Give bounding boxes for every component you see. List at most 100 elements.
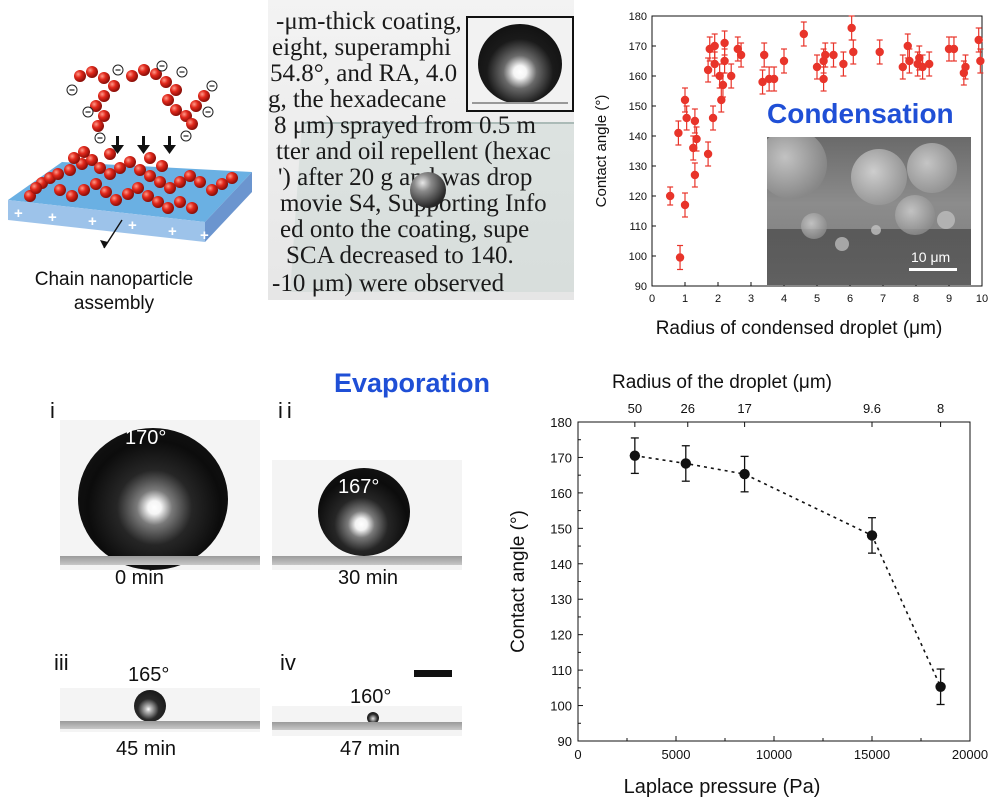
y-tick-label: 100 [550, 699, 572, 714]
top-tick-label: 50 [628, 401, 642, 416]
data-point [961, 62, 970, 72]
data-point [866, 530, 878, 541]
condensation-title: Condensation [767, 98, 954, 129]
panel-label-ii: ii [278, 398, 296, 423]
x-tick-label: 1 [682, 293, 688, 305]
text-line-10: SCA decreased to 140. [286, 242, 514, 269]
data-point [925, 59, 934, 69]
top-axis-title: Radius of the droplet (μm) [612, 372, 832, 393]
angle-label-iii: 165° [128, 664, 170, 686]
time-label-ii: 30 min [338, 567, 399, 589]
x-tick-label: 10000 [756, 747, 792, 762]
data-point [720, 56, 729, 66]
droplet-inset [466, 16, 574, 112]
data-point [710, 41, 719, 51]
y-tick-label: 110 [551, 663, 572, 678]
evaporation-title: Evaporation [334, 368, 491, 398]
data-point [689, 143, 698, 153]
text-line-5: 8 μm) sprayed from 0.5 m [274, 112, 536, 139]
data-point [849, 47, 858, 57]
y-tick-label: 150 [629, 101, 647, 113]
data-point [769, 74, 779, 84]
assembly-schematic: + + + + + + [0, 50, 260, 315]
droplet-panel-ii [272, 460, 462, 570]
x-tick-label: 4 [781, 293, 787, 305]
data-point [674, 128, 683, 138]
panel-label-iv: iv [280, 650, 296, 675]
text-line-2: eight, superamphi [272, 34, 452, 61]
top-tick-label: 17 [737, 401, 751, 416]
droplet-panel-iv [272, 706, 462, 736]
angle-label-iv: 160° [350, 686, 392, 708]
data-point [821, 50, 830, 60]
y-tick-label: 130 [629, 161, 647, 173]
schematic-caption: Chain nanoparticle assembly [0, 268, 228, 316]
time-label-i: 0 min [115, 567, 164, 589]
sem-inset-image: 10 μm [767, 137, 971, 285]
svg-text:+: + [200, 227, 209, 244]
x-tick-label: 15000 [854, 747, 890, 762]
nanoparticle-illustration: + + + + + + [8, 60, 252, 249]
data-point [736, 50, 746, 60]
time-label-iii: 45 min [116, 738, 177, 760]
data-point [905, 56, 914, 66]
text-line-4: g, the hexadecane [268, 86, 447, 113]
data-point [903, 41, 912, 51]
panel-label-iii: iii [54, 650, 69, 675]
data-point [665, 191, 675, 201]
data-point [715, 71, 724, 81]
x-tick-label: 10 [976, 293, 988, 305]
x-tick-label: 6 [847, 293, 853, 305]
y-tick-label: 90 [558, 734, 572, 749]
condensation-chart: 0 1 2 3 4 5 6 7 8 9 10 90 100 110 120 130 140 150 160 170 18… [593, 11, 988, 339]
svg-text:+: + [88, 213, 97, 230]
data-point [799, 29, 808, 39]
data-point [819, 74, 828, 84]
data-point [710, 59, 719, 69]
angle-label-i: 170° [125, 427, 167, 449]
y-tick-label: 160 [550, 486, 572, 501]
data-point [829, 50, 838, 60]
y-tick-label: 180 [629, 11, 647, 23]
data-point [718, 80, 728, 90]
data-point [708, 113, 718, 123]
series-line [634, 454, 942, 688]
laplace-chart: 0 5000 10000 15000 20000 90 100 110 120 130 140 150… [508, 372, 988, 798]
data-point [739, 468, 750, 480]
x-tick-label: 7 [880, 293, 886, 305]
data-point [690, 170, 700, 180]
data-point [839, 59, 848, 69]
panel-label-i: i [50, 398, 55, 423]
data-point [682, 113, 691, 123]
data-point [779, 56, 789, 66]
x-tick-label: 2 [715, 293, 721, 305]
x-tick-label: 0 [649, 293, 655, 305]
data-point [690, 116, 700, 126]
x-tick-label: 8 [913, 293, 919, 305]
text-line-7: ') after 20 g and was drop [278, 164, 533, 191]
time-label-iv: 47 min [340, 738, 401, 760]
x-tick-label: 20000 [952, 747, 988, 762]
data-point [675, 253, 685, 262]
x-tick-label: 9 [946, 293, 952, 305]
caption-line-2: assembly [73, 293, 155, 314]
text-line-1: -μm-thick coating, [276, 8, 462, 35]
svg-text:+: + [168, 223, 177, 240]
x-axis-title: Radius of condensed droplet (μm) [656, 318, 943, 339]
data-point [692, 134, 701, 144]
text-line-9: ed onto the coating, supe [280, 216, 530, 243]
data-point [915, 53, 924, 63]
data-point [703, 65, 713, 75]
coated-glass-photo: -μm-thick coating, eight, superamphi 54.… [268, 0, 574, 300]
droplet-panel-i [60, 420, 260, 570]
top-tick-label: 9.6 [863, 401, 881, 416]
x-axis-title: Laplace pressure (Pa) [624, 776, 821, 798]
hexadecane-droplet [410, 172, 446, 208]
x-tick-label: 3 [748, 293, 754, 305]
x-tick-label: 5 [814, 293, 820, 305]
data-point [812, 62, 822, 72]
data-point [875, 47, 884, 57]
top-tick-label: 26 [681, 401, 695, 416]
angle-label-ii: 167° [338, 476, 380, 498]
sem-scalebar-label: 10 μm [911, 249, 951, 265]
